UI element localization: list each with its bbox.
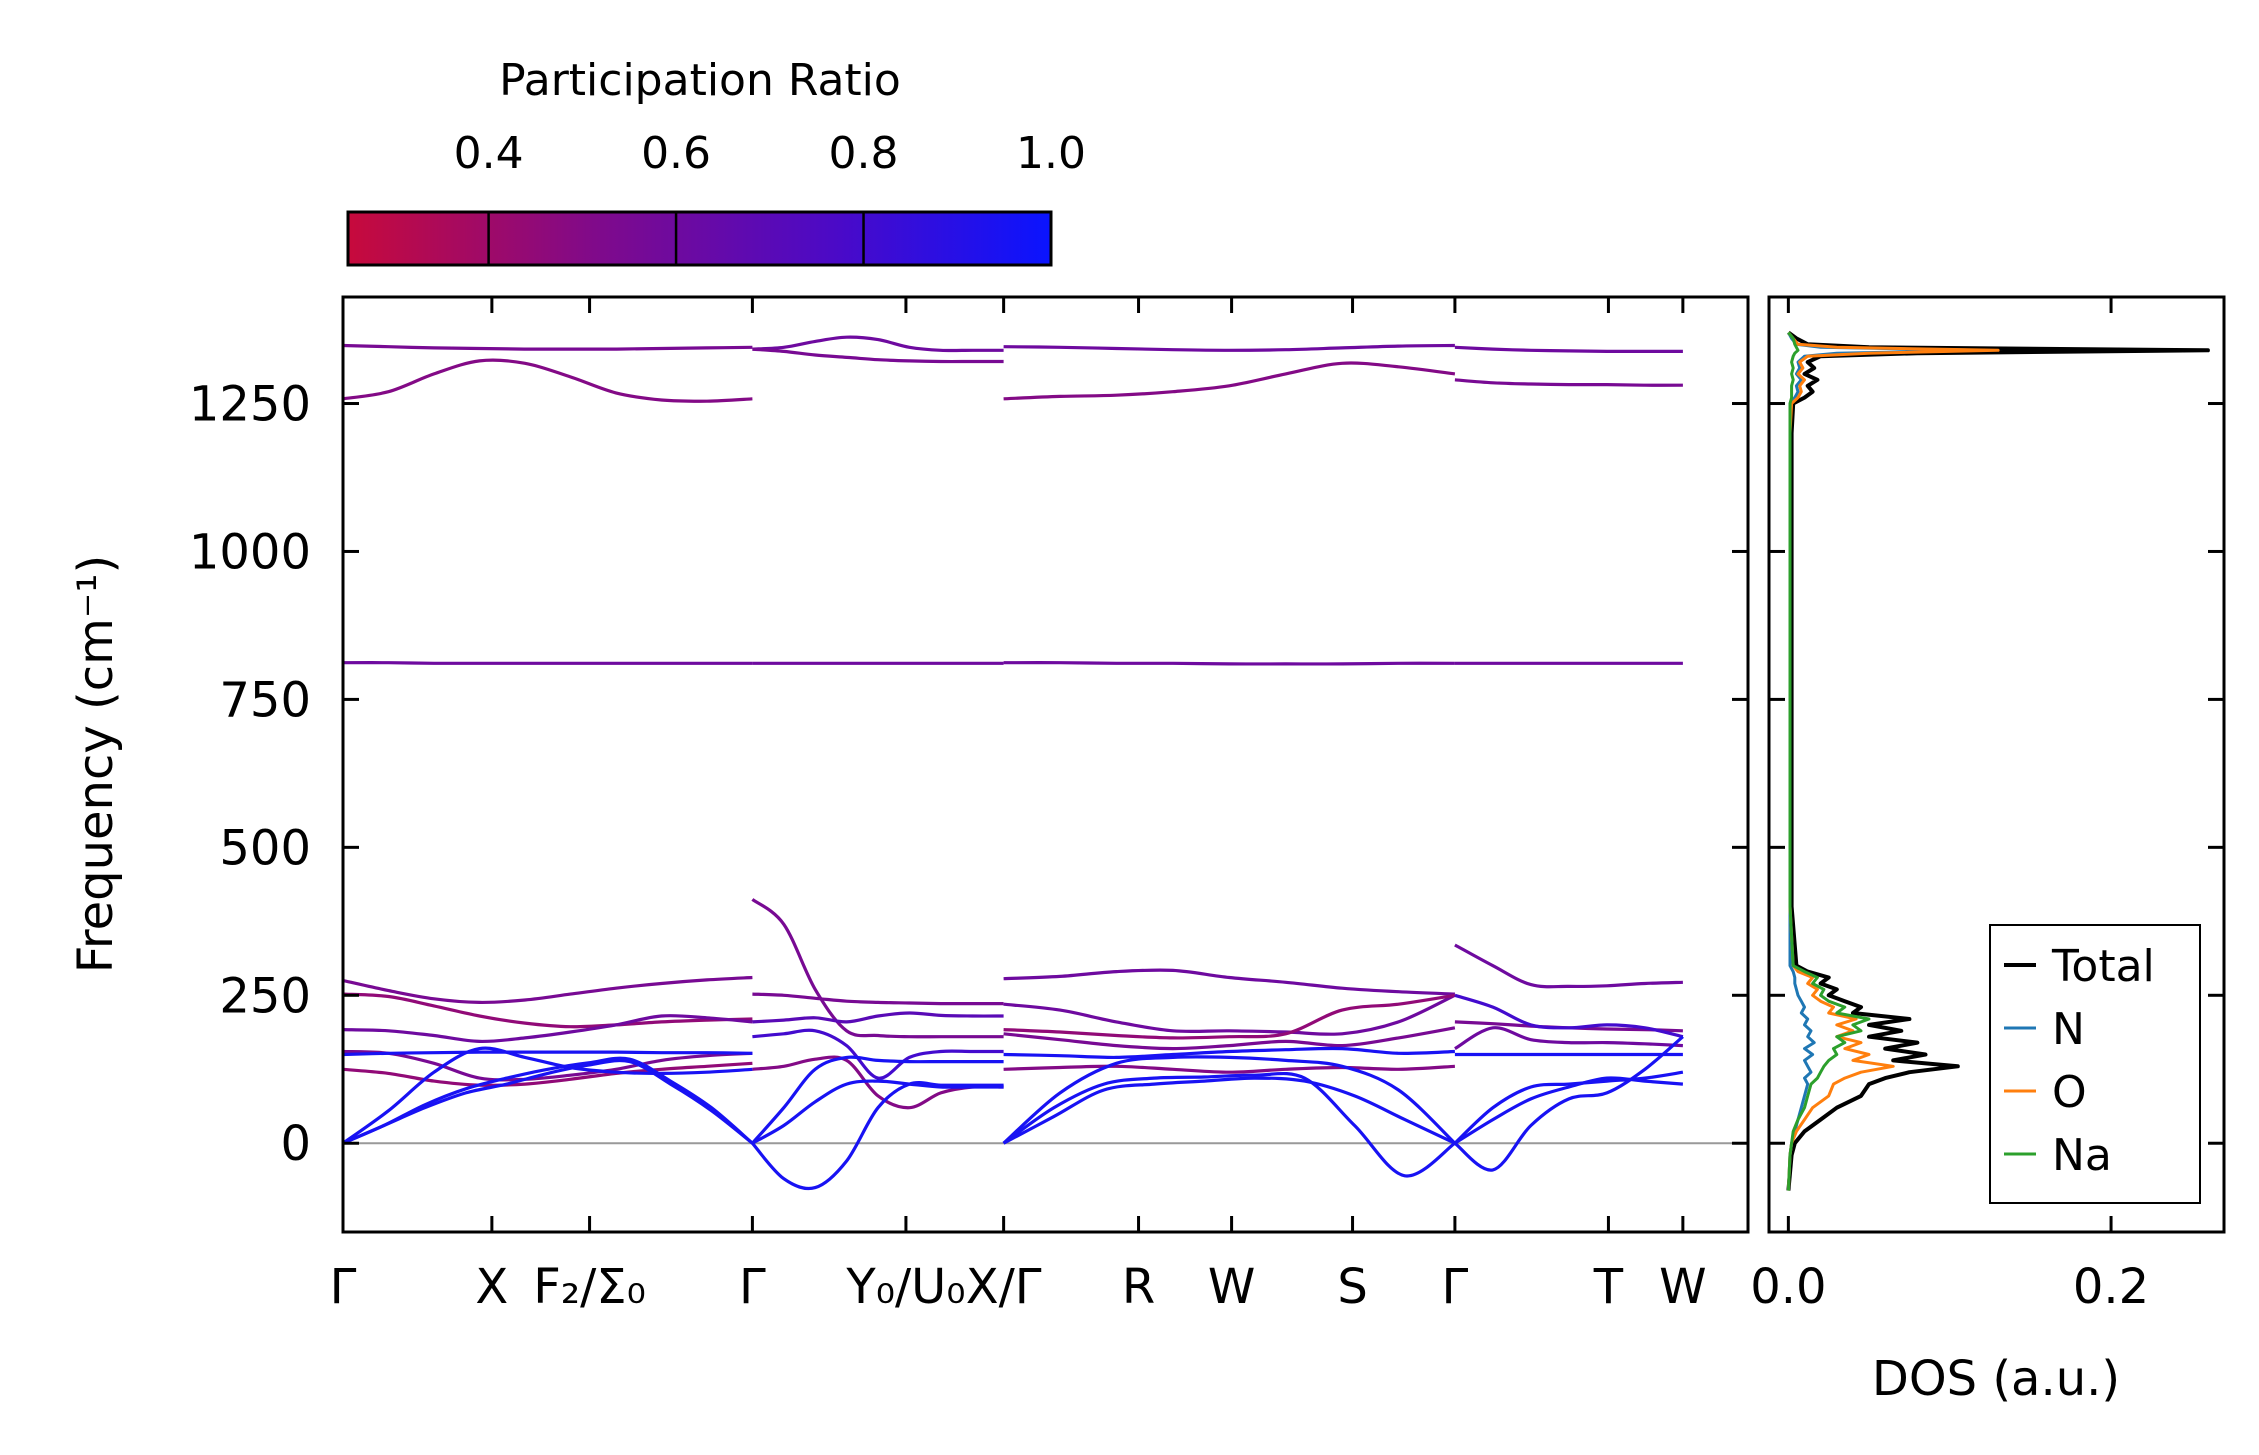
phonon-band bbox=[1003, 343, 1455, 352]
colorbar-tick-label: 0.8 bbox=[829, 128, 899, 179]
dos-x-tick-label: 0.2 bbox=[2073, 1259, 2149, 1315]
colorbar-tick-label: 0.6 bbox=[641, 128, 711, 179]
band-frame bbox=[341, 295, 1750, 1234]
y-tick-label: 500 bbox=[219, 820, 311, 876]
phonon-band bbox=[752, 992, 1004, 1006]
dos-series-na bbox=[1786, 331, 1871, 1191]
legend-label-n: N bbox=[2052, 1004, 2085, 1055]
y-tick-label: 1000 bbox=[189, 524, 311, 580]
phonon-band bbox=[1453, 1070, 1684, 1145]
phonon-band bbox=[343, 358, 753, 403]
y-tick-label: 0 bbox=[280, 1116, 311, 1172]
phonon-band bbox=[751, 898, 1004, 1039]
dos-x-axis-label: DOS (a.u.) bbox=[1872, 1351, 2120, 1407]
legend-label-o: O bbox=[2052, 1067, 2087, 1118]
dos-axes: 0.0 0.2 bbox=[1750, 297, 2224, 1315]
phonon-band bbox=[1003, 1064, 1455, 1074]
colorbar-tick-label: 1.0 bbox=[1016, 128, 1086, 179]
phonon-band bbox=[751, 1081, 1004, 1191]
high-symmetry-label: F₂/Σ₀ bbox=[533, 1259, 646, 1315]
high-symmetry-label: W bbox=[1208, 1259, 1255, 1315]
phonon-band bbox=[1454, 345, 1683, 354]
phonon-band bbox=[1003, 1026, 1456, 1051]
dos-lines bbox=[1786, 330, 2210, 1191]
dos-series-n bbox=[1786, 331, 1984, 1191]
phonon-band bbox=[752, 335, 1004, 353]
high-symmetry-label: T bbox=[1593, 1259, 1624, 1315]
phonon-band bbox=[343, 1050, 753, 1057]
high-symmetry-label: Y₀/U₀ bbox=[845, 1259, 965, 1315]
dos-panel: 0.0 0.2 DOS (a.u.) Total NO Na bbox=[1750, 295, 2226, 1407]
phonon-band bbox=[343, 1046, 753, 1145]
high-symmetry-label: Γ bbox=[739, 1259, 766, 1315]
legend-box bbox=[1989, 924, 2201, 1204]
dos-series-total bbox=[1786, 330, 2210, 1191]
colorbar-gradient bbox=[346, 210, 1053, 267]
high-symmetry-label: Γ bbox=[330, 1259, 357, 1315]
phonon-band bbox=[1002, 1076, 1456, 1145]
phonon-band bbox=[1003, 968, 1455, 996]
phonon-band bbox=[1454, 1076, 1684, 1145]
high-symmetry-label: X bbox=[475, 1259, 508, 1315]
phonon-band bbox=[1002, 1055, 1456, 1145]
colorbar-tick-label: 0.4 bbox=[454, 128, 524, 179]
phonon-band bbox=[1453, 1035, 1684, 1172]
phonon-band bbox=[343, 1056, 754, 1145]
legend-label-na: Na bbox=[2052, 1130, 2112, 1181]
phonon-band bbox=[343, 1058, 754, 1145]
band-lines bbox=[343, 335, 1748, 1191]
dos-x-tick-label: 0.0 bbox=[1750, 1259, 1826, 1315]
colorbar-ticks: 0.4 0.6 0.8 1.0 bbox=[454, 128, 1086, 265]
high-symmetry-label: W bbox=[1659, 1259, 1706, 1315]
high-symmetry-label: S bbox=[1337, 1259, 1367, 1315]
phonon-band bbox=[343, 1061, 753, 1087]
phonon-band bbox=[1003, 1046, 1455, 1060]
y-axis-label: Frequency (cm⁻¹) bbox=[68, 555, 124, 973]
high-symmetry-label: R bbox=[1122, 1259, 1155, 1315]
dos-series-o bbox=[1786, 331, 2000, 1191]
phonon-band bbox=[751, 1055, 1004, 1145]
colorbar: Participation Ratio 0.4 0.6 0.8 1.0 bbox=[346, 55, 1086, 267]
dos-frame bbox=[1767, 295, 2226, 1234]
phonon-band bbox=[343, 1014, 753, 1044]
phonon-band bbox=[1454, 378, 1683, 387]
phonon-band bbox=[1454, 993, 1684, 1039]
phonon-band bbox=[752, 1028, 1004, 1080]
phonon-band bbox=[1454, 943, 1683, 989]
phonon-band bbox=[1003, 361, 1456, 401]
colorbar-title: Participation Ratio bbox=[499, 55, 901, 106]
dos-legend: Total NO Na bbox=[1989, 924, 2201, 1204]
phonon-band bbox=[1003, 993, 1456, 1036]
phonon-band bbox=[343, 992, 753, 1029]
phonon-band bbox=[752, 347, 1004, 364]
high-symmetry-label: Γ bbox=[1442, 1259, 1469, 1315]
phonon-band bbox=[1003, 993, 1456, 1040]
phonon-band bbox=[343, 1049, 753, 1082]
y-tick-label: 750 bbox=[219, 672, 311, 728]
y-tick-label: 1250 bbox=[189, 377, 311, 433]
phonon-band bbox=[1002, 1071, 1456, 1178]
phonon-band bbox=[752, 1011, 1004, 1024]
phonon-band bbox=[343, 343, 753, 351]
phonon-band bbox=[751, 1079, 1004, 1145]
high-symmetry-label: X/Γ bbox=[966, 1259, 1042, 1315]
phonon-band bbox=[1454, 1026, 1683, 1050]
phonon-band bbox=[1003, 661, 1455, 666]
legend-label-total: Total bbox=[2051, 941, 2155, 992]
phonon-band bbox=[343, 661, 753, 665]
y-tick-label: 250 bbox=[219, 968, 311, 1024]
phonon-band bbox=[343, 975, 753, 1005]
